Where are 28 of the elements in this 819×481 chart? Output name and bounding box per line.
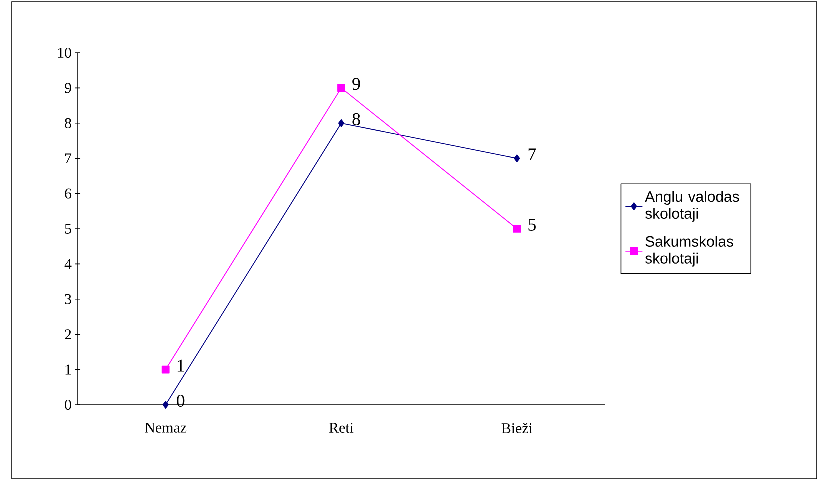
point — [513, 225, 522, 233]
y-tick-label: 4 — [64, 259, 72, 270]
y-tick-label: 8 — [65, 118, 72, 128]
point — [162, 366, 170, 374]
y-tick-label: 6 — [65, 188, 72, 199]
x-tick-label: Nemaz — [145, 423, 187, 433]
data-label: 1 — [178, 360, 184, 372]
y-tick-label: 1 — [66, 364, 72, 375]
point — [162, 401, 169, 409]
y-tick-label: 2 — [65, 330, 72, 340]
y-tick-label: 5 — [65, 224, 72, 234]
legend-label: Anglu valodas skolotaji — [645, 191, 740, 222]
data-label: 9 — [352, 78, 360, 90]
data-label: 5 — [528, 219, 536, 231]
y-tick-label: 3 — [65, 294, 72, 304]
point — [514, 154, 520, 163]
point — [338, 119, 345, 128]
x-tick-label: Bieži — [502, 423, 533, 434]
data-label: 8 — [352, 113, 360, 126]
y-tick-label: 7 — [66, 154, 72, 164]
legend-label: Sakumskolas skolotaji — [646, 236, 734, 267]
data-label: 0 — [177, 394, 185, 408]
y-tick-label: 9 — [65, 83, 72, 94]
data-label: 7 — [528, 148, 536, 160]
y-tick-label: 0 — [65, 400, 72, 410]
y-tick-label: 10 — [58, 48, 72, 58]
x-tick-label: Reti — [329, 423, 354, 434]
point — [338, 84, 346, 92]
